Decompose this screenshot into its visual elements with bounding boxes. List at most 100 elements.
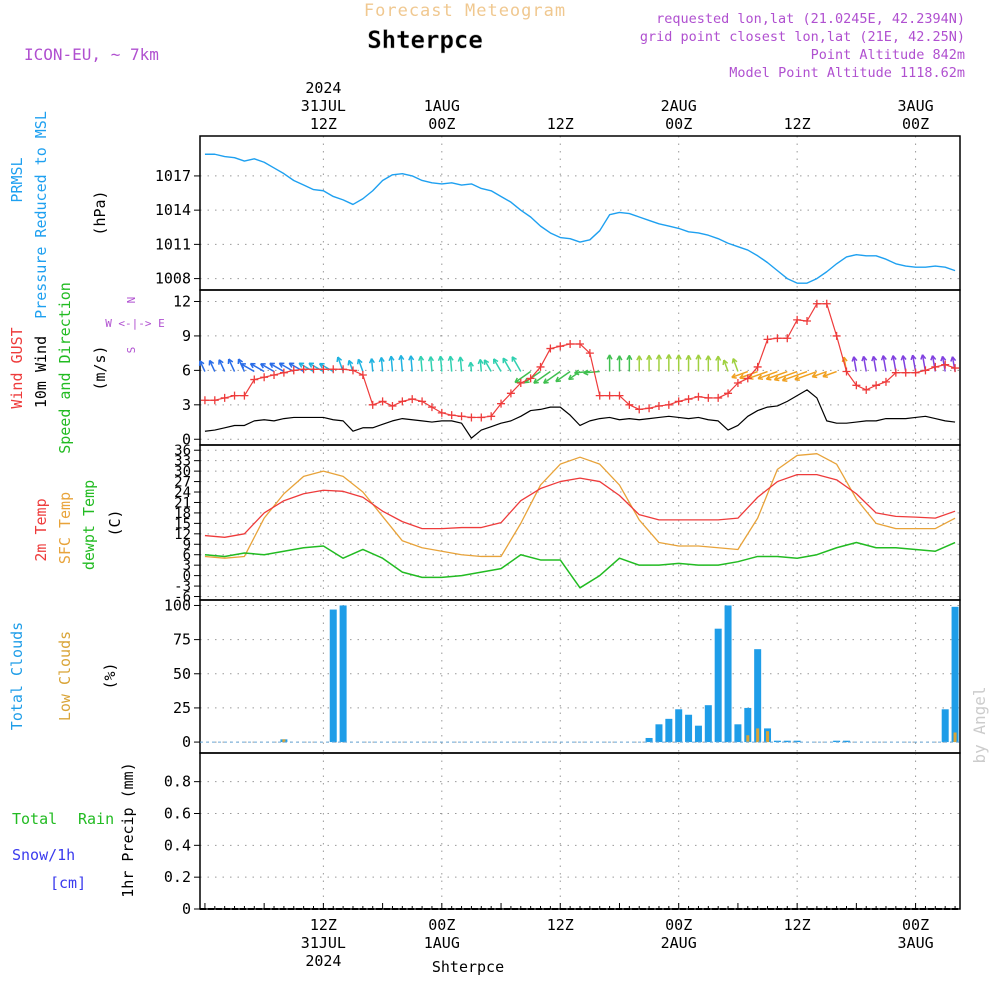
wind-arrowhead [356, 358, 363, 365]
bottom-time-label: 12Z [310, 916, 337, 934]
wind-10m-wind-line [204, 389, 956, 439]
wind-arrow [822, 370, 837, 378]
wind-arrow [380, 357, 384, 372]
gust-marker [427, 403, 436, 412]
wind-arrowhead [514, 377, 521, 384]
temp-2m-label: 2m Temp [32, 498, 50, 561]
total-clouds-bar [665, 718, 673, 743]
wind-arrow [774, 370, 798, 381]
gust-marker [951, 364, 960, 373]
wind-arrowhead [427, 356, 435, 362]
wind-arrow [574, 370, 590, 374]
gust-marker [753, 362, 762, 371]
gust-marker [576, 339, 584, 348]
precipitation-ytick-label: 0.8 [164, 773, 191, 791]
bottom-time-label: 3AUG [898, 934, 934, 952]
precipitation-ytick-label: 0 [182, 900, 191, 918]
gust-marker [714, 393, 723, 402]
temperature-sfc-temp-line [204, 453, 956, 559]
wind-panel: 0 3 6 9 12 [173, 289, 961, 448]
clouds-ytick-label: 0 [182, 733, 191, 751]
bottom-time-label: 2024 [305, 952, 341, 970]
wind-arrowhead [685, 354, 692, 361]
gust-marker [447, 411, 456, 420]
wind-arrowhead [705, 355, 712, 361]
temperature-ytick-label: 36 [174, 443, 191, 459]
wind-arrowhead [483, 359, 490, 365]
wind-arrowhead [288, 362, 295, 368]
wind-arrow [250, 362, 265, 373]
wind-ytick-label: 12 [173, 292, 191, 310]
total-clouds-bar [655, 724, 663, 743]
clouds-panel: 0 25 50 75 100 [164, 596, 961, 754]
pressure-ytick-label: 1008 [155, 270, 191, 288]
temperature-ytick-label: 15 [174, 516, 191, 532]
wind-arrow [348, 360, 354, 372]
clouds-unit: (%) [101, 662, 119, 689]
wind-ytick-label: 0 [182, 430, 191, 448]
gust-marker [270, 370, 279, 379]
wind-arrowhead [227, 358, 234, 365]
wind-arrowhead [278, 362, 285, 368]
wind-arrow [583, 370, 600, 374]
top-time-label: 2AUG [661, 97, 697, 115]
gust-marker [497, 399, 506, 408]
gust-marker [645, 404, 654, 413]
total-clouds-bar [783, 740, 791, 743]
temperature-frame [199, 444, 961, 601]
wind-arrowhead [930, 355, 937, 361]
precipitation-ytick-label: 0.6 [164, 804, 191, 822]
wind-arrow [429, 356, 433, 372]
gust-marker [615, 391, 624, 400]
gust-marker [516, 379, 525, 387]
wind-arrowhead [920, 354, 927, 360]
wind-arrow [308, 362, 324, 373]
gust-marker [842, 367, 851, 376]
gust-marker [724, 389, 733, 398]
temperature-ytick-label: 33 [174, 454, 191, 470]
gust-marker [941, 360, 950, 369]
wind-arrow [732, 358, 739, 372]
clouds-frame [199, 599, 961, 754]
total-clouds-bar [744, 707, 752, 743]
wind-arrowhead [722, 359, 729, 366]
low-clouds-bar [282, 739, 286, 743]
total-clouds-bar [704, 705, 712, 743]
wind-unit: (m/s) [91, 345, 109, 390]
wind-arrow [199, 360, 206, 372]
wind-arrowhead [861, 355, 868, 362]
wind-arrow [319, 362, 334, 373]
gust-marker [506, 389, 515, 398]
wind-arrowhead [388, 355, 395, 362]
gust-marker [388, 401, 397, 410]
wind-arrow [298, 362, 314, 373]
wind-speed-dir-label: Speed and Direction [56, 282, 74, 454]
wind-arrow [502, 357, 512, 372]
gust-marker [881, 377, 890, 386]
wind-arrowhead [636, 355, 643, 361]
wind-arrow [757, 370, 778, 380]
wind-ytick-label: 9 [182, 327, 191, 345]
wind-arrow [439, 356, 443, 372]
wind-arrowhead [467, 361, 475, 368]
gust-marker [230, 391, 239, 400]
station-title: Shterpce [367, 26, 483, 54]
wind-arrowhead [555, 376, 561, 383]
wind-arrow [748, 370, 768, 380]
top-time-label: 31JUL [301, 97, 346, 115]
pressure-frame [199, 135, 961, 291]
temperature-ytick-label: -3 [174, 579, 191, 595]
gust-marker [556, 342, 565, 351]
gust-marker [635, 405, 644, 414]
temperature-ytick-label: 18 [174, 506, 191, 522]
gust-marker [585, 349, 594, 358]
wind-arrowhead [408, 355, 415, 361]
bottom-time-label: 1AUG [424, 934, 460, 952]
wind-arrowhead [336, 356, 343, 363]
gust-marker [803, 317, 812, 325]
wind-arrowhead [910, 354, 917, 361]
wind-arrowhead [731, 373, 737, 379]
top-time-label: 00Z [665, 115, 692, 133]
temperature-ytick-label: 6 [183, 548, 191, 564]
